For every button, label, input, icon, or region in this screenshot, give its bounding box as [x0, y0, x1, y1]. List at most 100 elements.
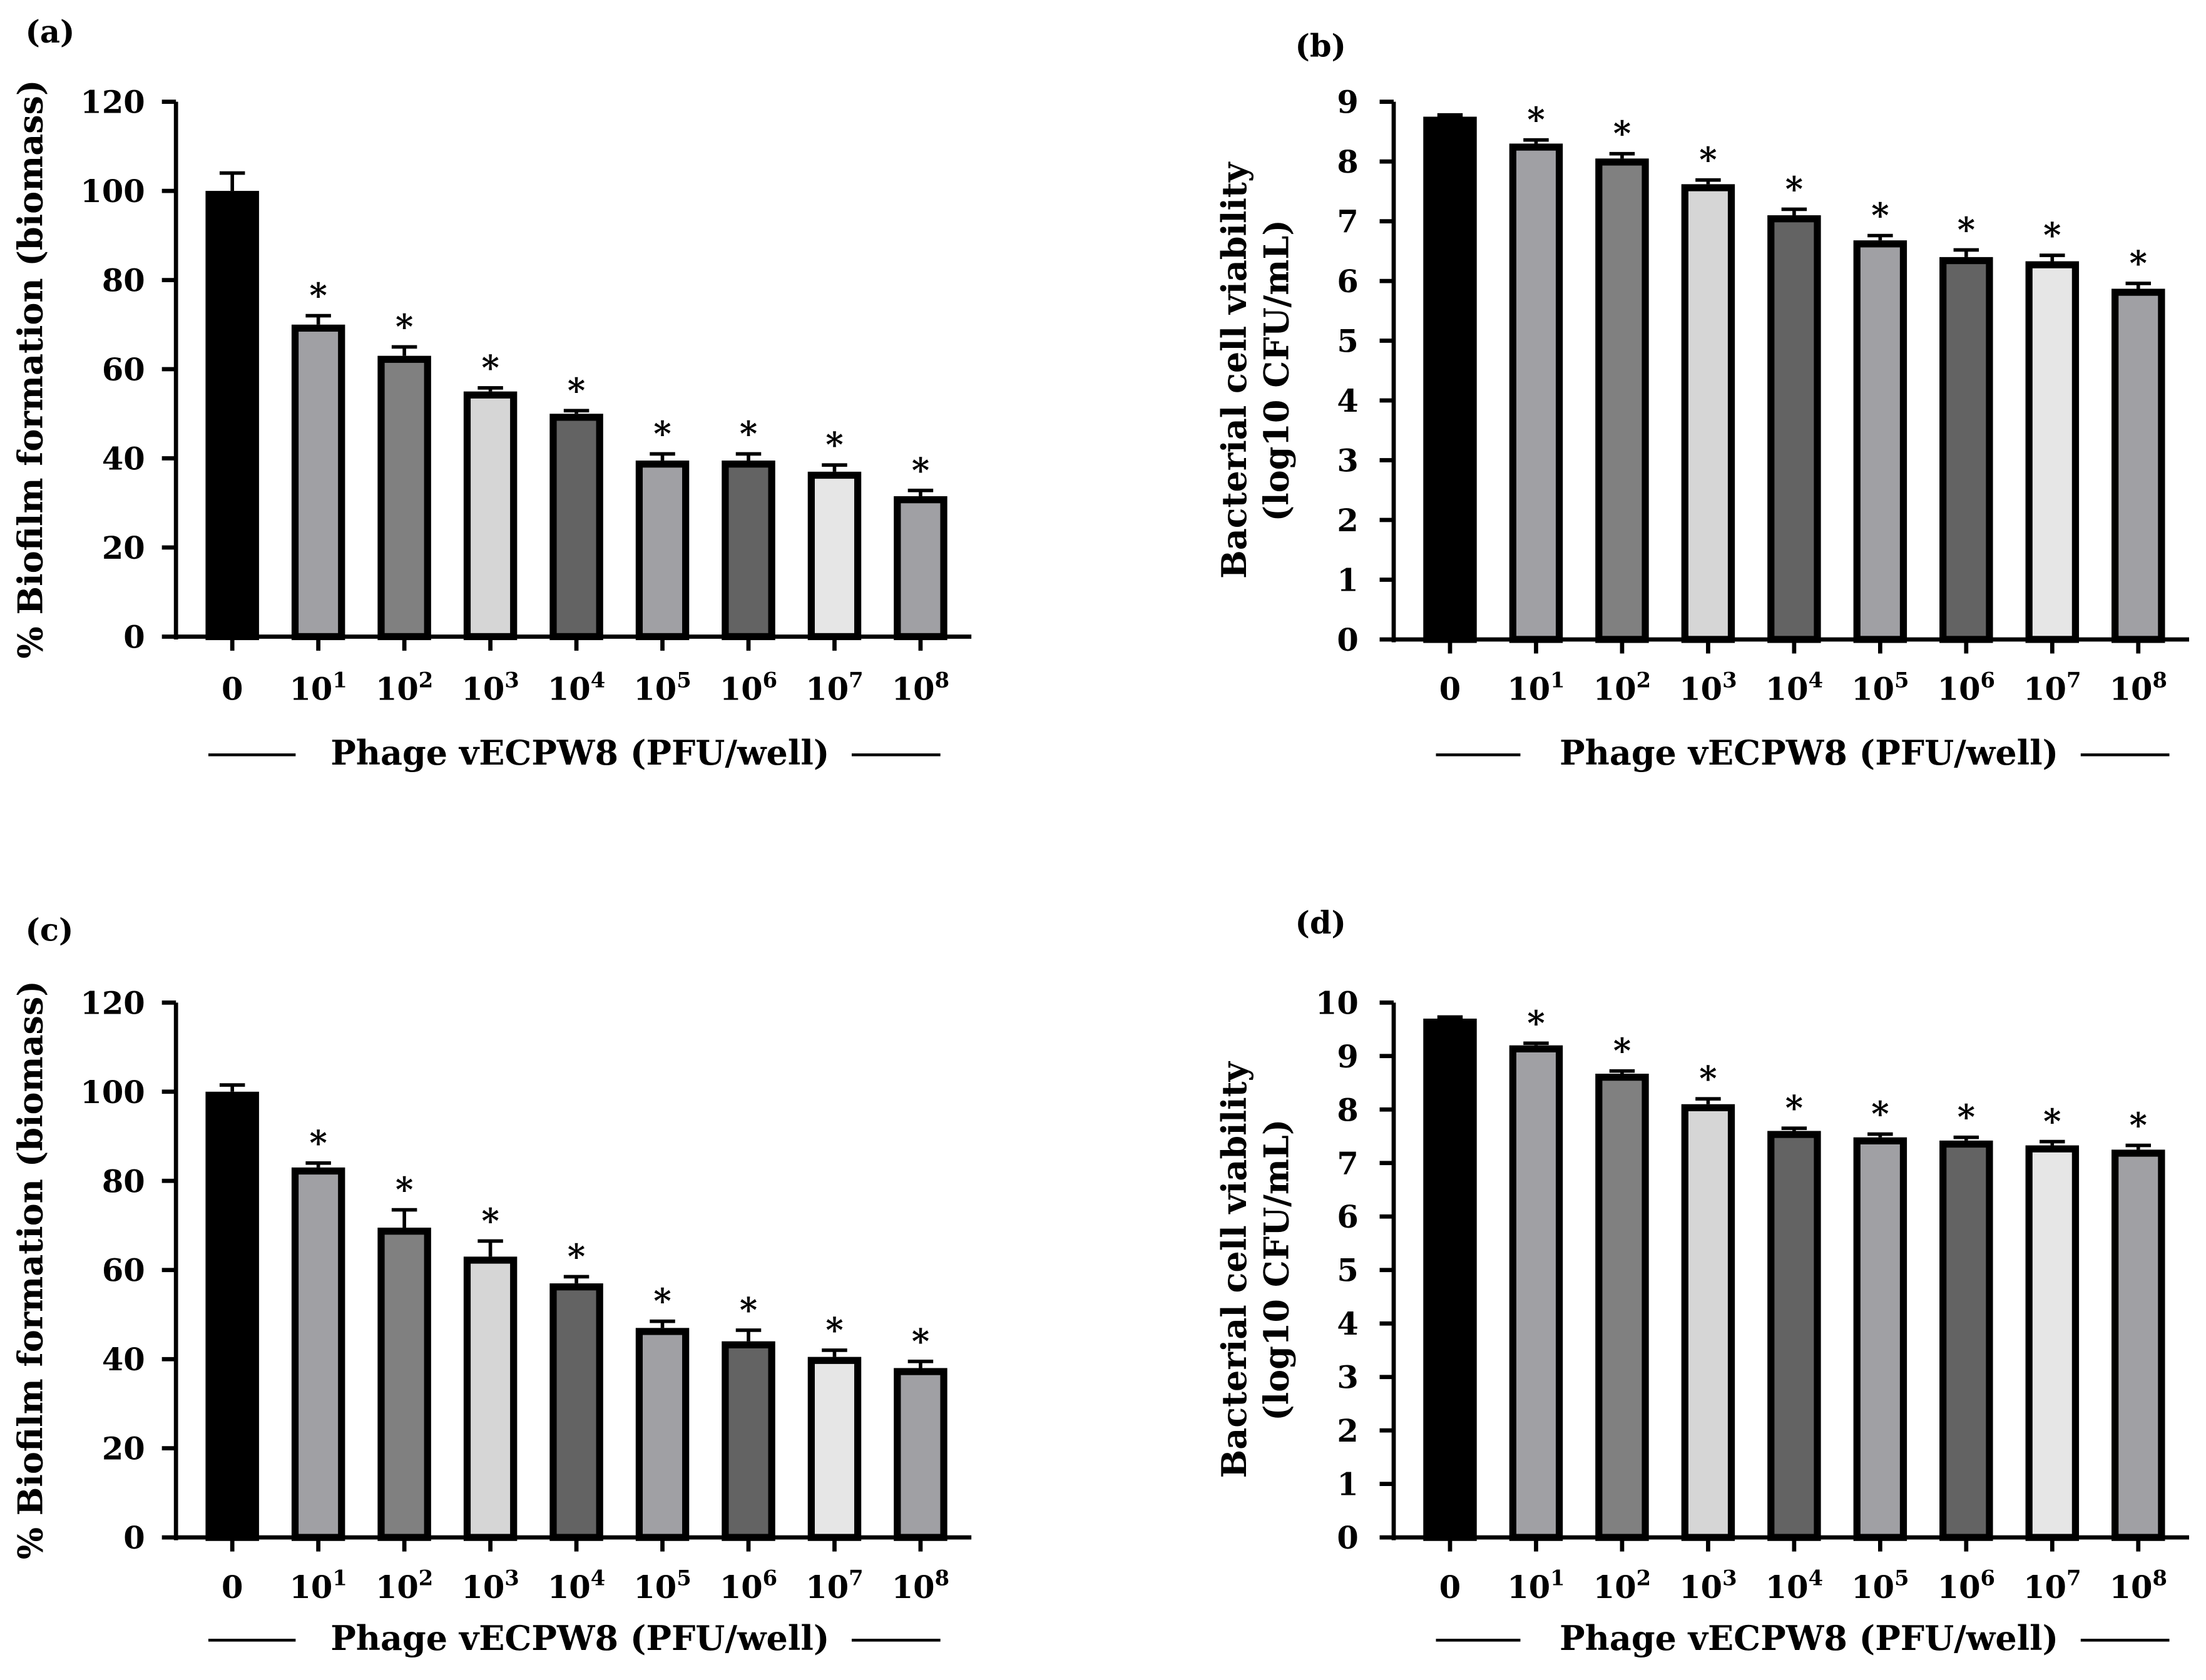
x-tick-label-exponent: 7 — [849, 667, 863, 692]
significance-mark: * — [481, 347, 499, 387]
y-tick-label: 9 — [1337, 1039, 1358, 1075]
x-tick-label: 106 — [1938, 1565, 1995, 1606]
x-tick-label-exponent: 7 — [2066, 667, 2081, 692]
panel-label: (a) — [25, 14, 74, 50]
y-tick-label: 3 — [1337, 1360, 1358, 1396]
bar — [1681, 184, 1735, 643]
x-tick-label: 108 — [2110, 667, 2167, 707]
x-tick-label: 102 — [1593, 1565, 1651, 1606]
x-tick-label-exponent: 2 — [419, 667, 433, 692]
y-tick-label: 6 — [1337, 263, 1358, 300]
significance-mark: * — [1871, 1094, 1889, 1134]
x-tick-label-exponent: 5 — [677, 1565, 691, 1591]
x-tick-label-base: 10 — [1507, 671, 1550, 708]
significance-mark: * — [2043, 215, 2061, 255]
y-axis-title: (log10 CFU/mL) — [1256, 220, 1296, 521]
x-tick-label: 0 — [222, 671, 243, 708]
x-tick-label-exponent: 4 — [1809, 667, 1823, 692]
y-axis-title: (log10 CFU/mL) — [1256, 1119, 1296, 1421]
bar — [635, 461, 690, 641]
bar — [807, 471, 862, 641]
significance-mark: * — [1958, 210, 1975, 250]
x-axis-title: Phage vECPW8 (PFU/well) — [1560, 733, 2058, 773]
significance-mark: * — [481, 1201, 499, 1241]
x-tick-label: 107 — [2023, 1565, 2081, 1606]
y-tick-label: 100 — [80, 173, 145, 210]
bar — [894, 1368, 947, 1541]
bar — [377, 1228, 431, 1541]
x-tick-label-exponent: 1 — [332, 1565, 347, 1591]
significance-mark: * — [1785, 169, 1803, 209]
y-tick-label: 40 — [102, 1341, 145, 1378]
x-axis-title: Phage vECPW8 (PFU/well) — [1560, 1618, 2058, 1658]
x-tick-label: 104 — [548, 1565, 605, 1606]
y-tick-label: 0 — [123, 1520, 145, 1556]
x-tick-label: 103 — [461, 667, 519, 707]
x-tick-label-exponent: 3 — [1722, 1565, 1737, 1591]
bar — [2025, 1145, 2080, 1541]
x-tick-label-exponent: 6 — [763, 1565, 777, 1591]
y-tick-label: 0 — [1337, 1520, 1358, 1556]
x-tick-label-base: 10 — [720, 671, 763, 708]
x-tick-label-base: 10 — [1679, 1569, 1722, 1606]
x-tick-label-base: 10 — [2110, 671, 2153, 708]
x-tick-label-exponent: 3 — [504, 1565, 519, 1591]
significance-mark: * — [2043, 1101, 2061, 1141]
x-tick-label: 108 — [2110, 1565, 2167, 1606]
y-tick-label: 1 — [1337, 562, 1358, 598]
significance-mark: * — [825, 425, 843, 465]
x-tick-label: 103 — [461, 1565, 519, 1606]
x-tick-label-base: 10 — [1765, 1569, 1809, 1606]
x-tick-label-base: 10 — [1851, 1569, 1894, 1606]
significance-mark: * — [2130, 243, 2147, 283]
x-tick-label: 0 — [1439, 1569, 1461, 1606]
x-tick-label-base: 10 — [633, 671, 677, 708]
bar — [463, 391, 518, 641]
x-tick-label-base: 10 — [289, 671, 332, 708]
y-tick-label: 2 — [1337, 502, 1358, 539]
y-tick-label: 3 — [1337, 443, 1358, 479]
x-tick-label-exponent: 5 — [677, 667, 691, 692]
x-tick-label: 104 — [1765, 667, 1823, 707]
x-tick-label-base: 10 — [375, 671, 419, 708]
bar — [1423, 1018, 1477, 1541]
x-tick-label-exponent: 2 — [1637, 667, 1651, 692]
bar — [205, 1091, 259, 1541]
x-tick-label-exponent: 8 — [935, 1565, 949, 1591]
significance-mark: * — [653, 1281, 671, 1321]
bar — [463, 1256, 518, 1541]
x-tick-label-exponent: 6 — [763, 667, 777, 692]
x-tick-label-base: 10 — [375, 1569, 419, 1606]
x-tick-label-base: 10 — [1507, 1569, 1550, 1606]
x-axis-title: Phage vECPW8 (PFU/well) — [330, 733, 829, 773]
x-tick-label: 104 — [548, 667, 605, 707]
significance-mark: * — [653, 414, 671, 454]
x-tick-label-base: 10 — [1938, 671, 1981, 708]
y-tick-label: 8 — [1337, 1092, 1358, 1128]
significance-mark: * — [825, 1310, 843, 1350]
x-tick-label: 107 — [805, 667, 863, 707]
x-tick-label-exponent: 7 — [849, 1565, 863, 1591]
y-tick-label: 120 — [80, 985, 145, 1021]
panel-label: (d) — [1295, 905, 1346, 941]
y-tick-label: 60 — [102, 1253, 145, 1289]
y-tick-label: 5 — [1337, 1253, 1358, 1289]
x-tick-label-base: 10 — [1765, 671, 1809, 708]
y-tick-label: 4 — [1337, 383, 1358, 419]
panel-label: (c) — [25, 912, 73, 948]
bar — [807, 1357, 862, 1541]
x-tick-label-exponent: 4 — [591, 1565, 605, 1591]
y-tick-label: 4 — [1337, 1306, 1358, 1342]
bar — [2025, 261, 2080, 643]
x-tick-label: 106 — [720, 667, 777, 707]
x-axis-title: Phage vECPW8 (PFU/well) — [330, 1618, 829, 1658]
bar — [549, 414, 603, 641]
x-tick-label: 101 — [289, 1565, 347, 1606]
x-tick-label: 108 — [892, 667, 949, 707]
x-tick-label-base: 10 — [2110, 1569, 2153, 1606]
x-tick-label-exponent: 3 — [504, 667, 519, 692]
significance-mark: * — [1613, 113, 1631, 153]
panel-b: (b)01234567890*101*102*103*104*105*106*1… — [1214, 28, 2190, 773]
bar — [894, 496, 947, 641]
y-tick-label: 5 — [1337, 323, 1358, 360]
